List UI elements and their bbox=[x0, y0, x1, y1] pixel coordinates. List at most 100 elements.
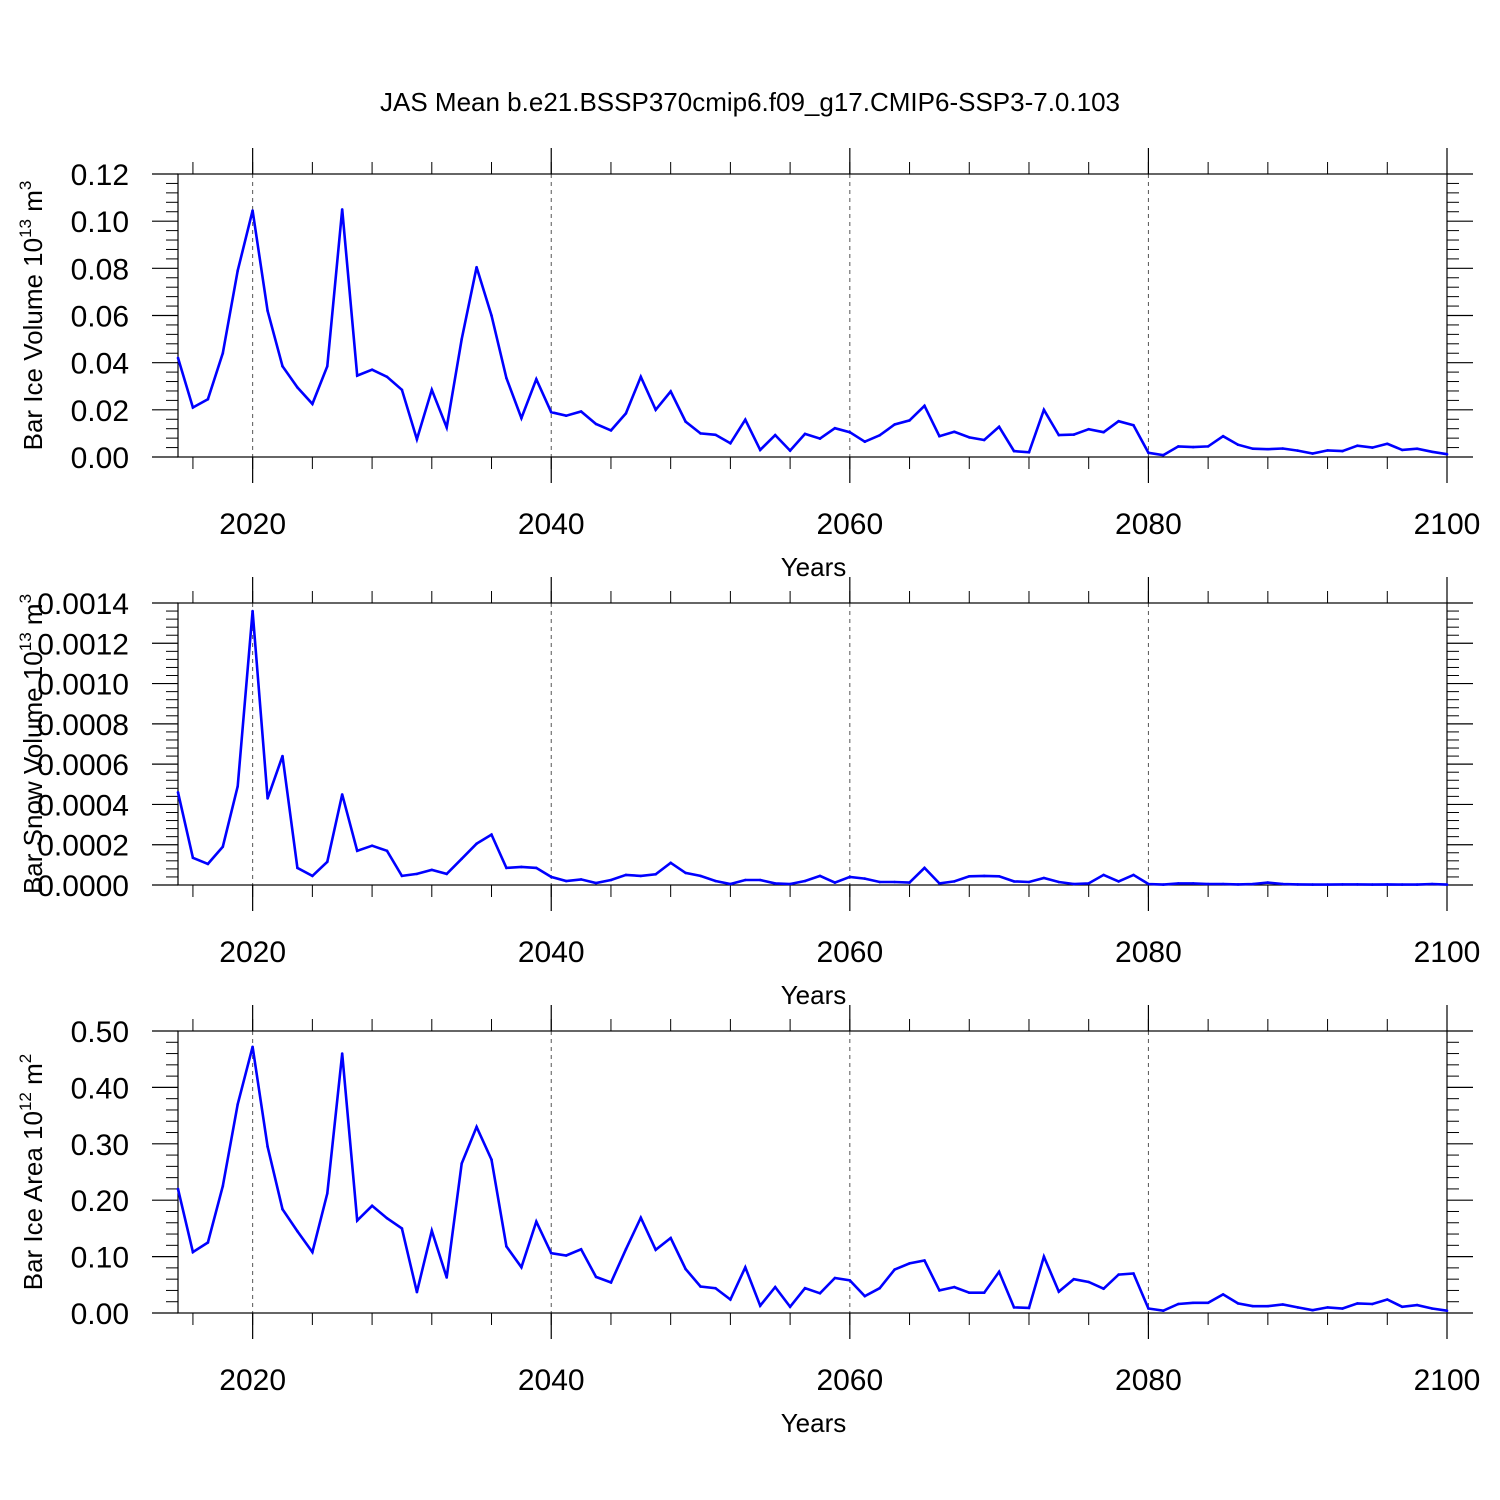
data-point bbox=[251, 1045, 254, 1049]
data-point bbox=[1296, 449, 1299, 452]
data-point bbox=[968, 436, 971, 439]
data-point bbox=[296, 866, 299, 870]
data-point bbox=[1012, 880, 1016, 883]
data-point bbox=[370, 1204, 374, 1208]
data-point bbox=[1206, 1301, 1210, 1305]
data-point bbox=[1087, 882, 1090, 885]
y-tick-label: 0.50 bbox=[71, 1016, 129, 1049]
data-point bbox=[848, 1279, 852, 1282]
data-point bbox=[833, 881, 837, 884]
data-point bbox=[475, 265, 478, 269]
data-point bbox=[535, 1220, 538, 1223]
data-point bbox=[878, 1286, 881, 1290]
y-axis-label: Bar Ice Area 1012 m2 bbox=[16, 1054, 48, 1291]
data-point bbox=[490, 314, 493, 317]
data-point bbox=[803, 879, 807, 883]
data-point bbox=[1072, 433, 1076, 436]
data-point bbox=[997, 1270, 1001, 1274]
data-point bbox=[923, 1259, 926, 1262]
x-tick-label: 2020 bbox=[219, 936, 286, 969]
x-tick-label: 2060 bbox=[816, 508, 883, 541]
data-point bbox=[251, 209, 254, 212]
data-point bbox=[878, 880, 881, 884]
data-point bbox=[236, 1103, 239, 1106]
data-point bbox=[1356, 1302, 1359, 1305]
data-point bbox=[1326, 883, 1329, 886]
x-tick-label: 2080 bbox=[1115, 508, 1182, 541]
data-point bbox=[266, 797, 269, 800]
data-point bbox=[1386, 883, 1389, 886]
data-point bbox=[206, 1241, 210, 1244]
data-point bbox=[460, 857, 464, 861]
y-axis-label-superscript: 3 bbox=[16, 594, 35, 603]
data-point bbox=[669, 1236, 672, 1240]
data-point bbox=[1117, 419, 1120, 423]
data-point bbox=[1445, 1309, 1449, 1312]
data-point bbox=[639, 1216, 643, 1219]
data-point bbox=[953, 1285, 956, 1289]
plot-frame bbox=[177, 602, 1448, 886]
data-point bbox=[1266, 1304, 1270, 1308]
data-point bbox=[1206, 445, 1210, 448]
y-axis-label-superscript: 2 bbox=[16, 1054, 35, 1063]
data-point bbox=[1012, 449, 1016, 453]
y-axis-label-superscript: 12 bbox=[16, 1092, 35, 1111]
data-point bbox=[758, 878, 762, 882]
y-axis-label-text: m bbox=[18, 603, 48, 632]
data-point bbox=[326, 364, 329, 368]
data-point bbox=[445, 872, 449, 876]
x-tick-label: 2100 bbox=[1414, 936, 1481, 969]
data-point bbox=[520, 865, 523, 869]
data-point bbox=[624, 1248, 628, 1251]
data-point bbox=[923, 404, 926, 408]
y-axis-label-superscript: 3 bbox=[16, 181, 35, 190]
data-point bbox=[1027, 880, 1031, 884]
data-point bbox=[1296, 883, 1299, 886]
x-tick-label: 2020 bbox=[219, 1364, 286, 1397]
data-point bbox=[1266, 881, 1270, 884]
data-point bbox=[997, 425, 1001, 429]
data-point bbox=[639, 375, 643, 379]
data-point bbox=[848, 430, 852, 434]
data-point bbox=[1042, 876, 1046, 880]
panel-1: 2020 2040 2060 2080 2100 0.00 0.02 0.04 0.06 0.08… bbox=[16, 148, 1480, 582]
data-point bbox=[1132, 423, 1135, 427]
series-line bbox=[176, 1046, 1448, 1313]
data-point bbox=[1177, 882, 1180, 885]
data-point bbox=[579, 410, 583, 413]
data-point bbox=[1281, 1303, 1285, 1306]
series-line bbox=[176, 209, 1448, 457]
data-point bbox=[1012, 1306, 1016, 1309]
data-point bbox=[1221, 434, 1225, 438]
data-point bbox=[1072, 1277, 1076, 1281]
y-tick-label: 0.0004 bbox=[37, 789, 129, 822]
data-point bbox=[311, 402, 314, 406]
data-point bbox=[579, 878, 583, 881]
data-point bbox=[1102, 873, 1105, 877]
data-point bbox=[430, 868, 434, 872]
x-tick-label: 2020 bbox=[219, 508, 286, 541]
y-tick-label: 0.02 bbox=[71, 395, 129, 428]
data-point bbox=[415, 1290, 419, 1294]
data-point bbox=[505, 376, 508, 380]
data-point bbox=[1371, 1302, 1374, 1306]
data-point bbox=[729, 1298, 732, 1301]
data-point bbox=[400, 1227, 404, 1230]
data-point bbox=[1371, 883, 1374, 886]
x-axis-label: Years bbox=[781, 552, 847, 582]
data-point bbox=[1162, 1309, 1165, 1312]
data-point bbox=[1445, 883, 1449, 886]
data-point bbox=[654, 873, 657, 876]
data-point bbox=[1415, 1303, 1419, 1307]
data-point bbox=[1236, 443, 1240, 447]
data-point bbox=[609, 429, 613, 432]
y-axis-label-text: m bbox=[18, 1063, 48, 1092]
y-tick-label: 0.12 bbox=[71, 159, 129, 192]
data-point bbox=[460, 1162, 464, 1165]
data-point bbox=[1311, 452, 1314, 455]
data-point bbox=[475, 1125, 478, 1129]
data-point bbox=[340, 793, 344, 796]
data-point bbox=[281, 754, 284, 758]
data-point bbox=[445, 1276, 449, 1279]
data-point bbox=[714, 879, 717, 883]
